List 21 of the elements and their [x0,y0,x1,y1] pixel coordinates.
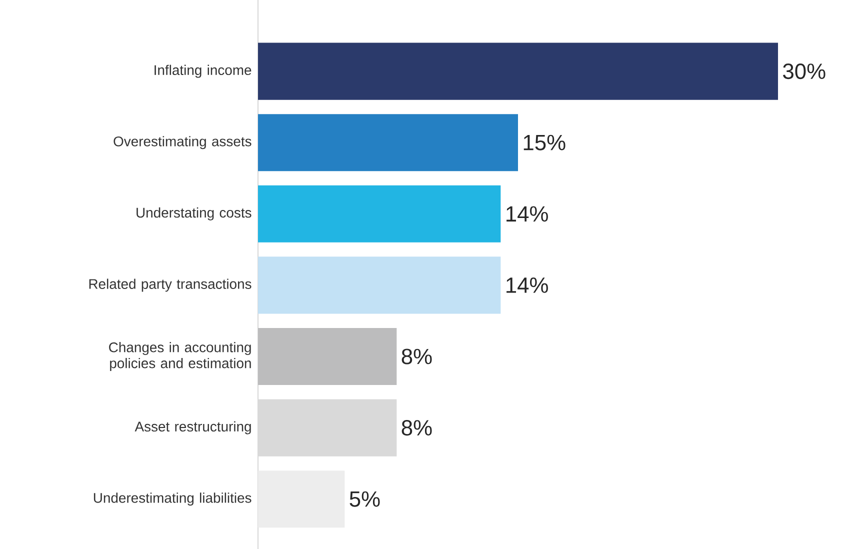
bar [258,470,345,528]
y-tick-label: Overestimating assets [114,136,252,150]
data-label: 8% [402,420,432,436]
data-label: 5% [350,491,380,507]
y-tick-label: Inflating income [154,64,252,78]
y-tick-label: Underestimating liabilities [94,492,252,506]
data-label: 30% [783,64,826,80]
data-label: 8% [402,348,432,364]
data-label: 14% [506,278,548,293]
bar [258,114,518,172]
y-tick-label: Changes in accounting policies and estimation [109,342,251,371]
bar [258,328,397,386]
data-label: 14% [506,206,548,222]
bar [258,42,778,100]
data-label: 15% [524,134,566,150]
y-tick-label: Understating costs [136,207,252,220]
y-tick-label: Asset restructuring [134,421,251,434]
bar [258,185,501,242]
bar [258,399,397,456]
bar [258,256,501,314]
y-tick-label: Related party transactions [89,278,252,292]
